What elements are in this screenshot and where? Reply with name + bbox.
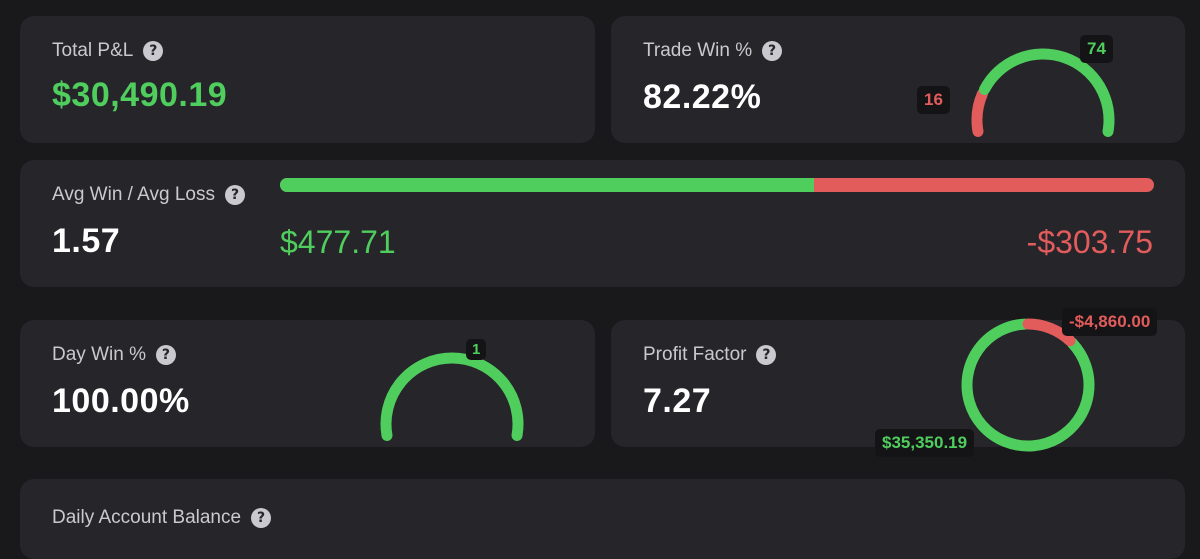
avg-win-loss-bar [280, 178, 1154, 192]
day-win-card: Day Win % ? 100.00% 1 [20, 320, 595, 447]
day-win-count-tag: 1 [466, 339, 487, 360]
profit-factor-label-text: Profit Factor [643, 344, 747, 365]
profit-factor-ring-loss-arc [1022, 318, 1076, 347]
trade-win-gauge [971, 48, 1115, 137]
day-win-gauge [380, 352, 524, 441]
help-icon[interactable]: ? [143, 41, 164, 61]
avg-win-loss-label-text: Avg Win / Avg Loss [52, 184, 215, 205]
profit-factor-label: Profit Factor ? [643, 344, 777, 366]
day-win-label-text: Day Win % [52, 344, 146, 365]
help-icon[interactable]: ? [756, 345, 777, 365]
help-icon[interactable]: ? [225, 185, 245, 205]
profit-factor-value: 7.27 [643, 382, 712, 420]
day-win-value: 100.00% [52, 382, 190, 420]
daily-balance-label-text: Daily Account Balance [52, 507, 242, 528]
trade-win-label: Trade Win % ? [643, 40, 783, 62]
help-icon[interactable]: ? [762, 41, 783, 61]
total-pnl-card: Total P&L ? $30,490.19 [20, 16, 595, 143]
trade-loss-count-tag: 16 [917, 86, 950, 114]
help-icon[interactable]: ? [251, 508, 272, 528]
trade-win-gauge-win-arc [978, 48, 1115, 137]
avg-win-loss-value: 1.57 [52, 222, 121, 260]
total-pnl-value: $30,490.19 [52, 76, 228, 114]
profit-factor-card: Profit Factor ? 7.27 [611, 320, 1185, 447]
avg-win-loss-card: Avg Win / Avg Loss ? 1.57 $477.71 -$303.… [20, 160, 1185, 287]
avg-win-amount: $477.71 [280, 224, 396, 260]
gross-profit-tag: $35,350.19 [875, 429, 975, 457]
trade-win-label-text: Trade Win % [643, 40, 753, 61]
avg-win-bar-fill [280, 178, 815, 192]
avg-loss-amount: -$303.75 [1026, 224, 1153, 260]
avg-win-loss-label: Avg Win / Avg Loss ? [52, 184, 245, 206]
total-pnl-label-text: Total P&L [52, 40, 134, 61]
trade-win-value: 82.22% [643, 78, 762, 116]
total-pnl-label: Total P&L ? [52, 40, 164, 62]
day-win-gauge-win-arc [380, 352, 524, 441]
profit-factor-ring [961, 318, 1095, 452]
trade-win-count-tag: 74 [1080, 35, 1113, 63]
day-win-label: Day Win % ? [52, 344, 176, 366]
daily-balance-card: Daily Account Balance ? [20, 479, 1185, 559]
profit-factor-ring-profit-arc [961, 318, 1095, 452]
trade-win-gauge-loss-arc [971, 88, 988, 137]
daily-balance-label: Daily Account Balance ? [52, 507, 272, 529]
gross-loss-tag: -$4,860.00 [1062, 308, 1158, 336]
trade-win-card: Trade Win % ? 82.22% 74 16 [611, 16, 1185, 143]
help-icon[interactable]: ? [155, 345, 176, 365]
